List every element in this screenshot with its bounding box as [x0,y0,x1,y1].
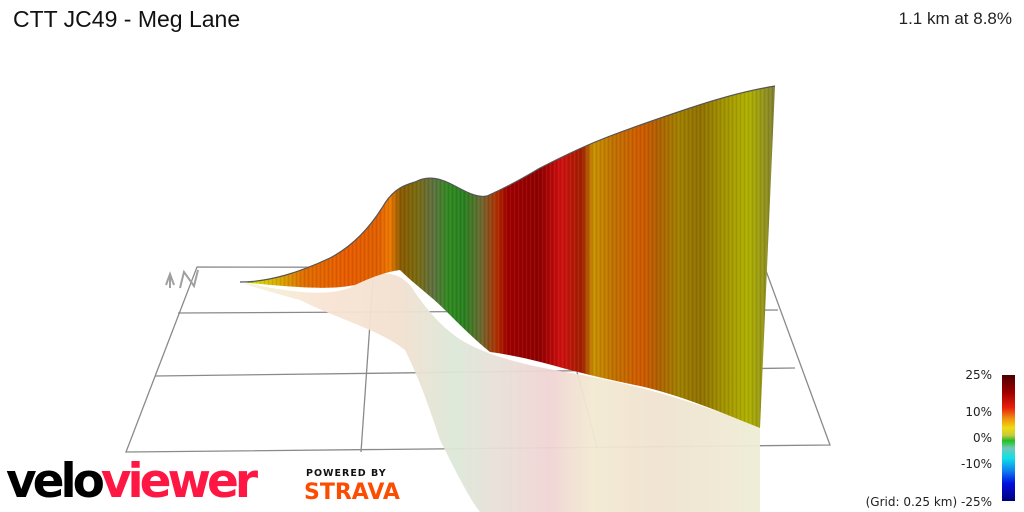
legend-label-10: 10% [965,405,992,419]
logo-viewer: viewer [100,454,258,509]
gradient-legend: 25% 10% 0% -10% (Grid: 0.25 km) -25% [860,366,1024,512]
strava-logo[interactable]: STRAVA [304,480,400,505]
profile-shadow [240,273,760,512]
segment-summary: 1.1 km at 8.8% [898,9,1012,28]
gradient-colorbar [1002,375,1015,501]
logo-velo: velo [6,454,105,509]
legend-label-25: 25% [965,368,992,382]
legend-label-minus25-grid: (Grid: 0.25 km) -25% [865,495,992,509]
compass-north-icon [165,269,199,289]
legend-label-minus10: -10% [960,457,992,471]
powered-by-label: POWERED BY [306,468,387,479]
legend-label-0: 0% [972,431,992,445]
segment-title: CTT JC49 - Meg Lane [13,6,241,32]
veloviewer-logo[interactable]: veloviewer [6,452,258,512]
profile-stripes [240,86,775,428]
profile-top-edge [239,85,776,283]
